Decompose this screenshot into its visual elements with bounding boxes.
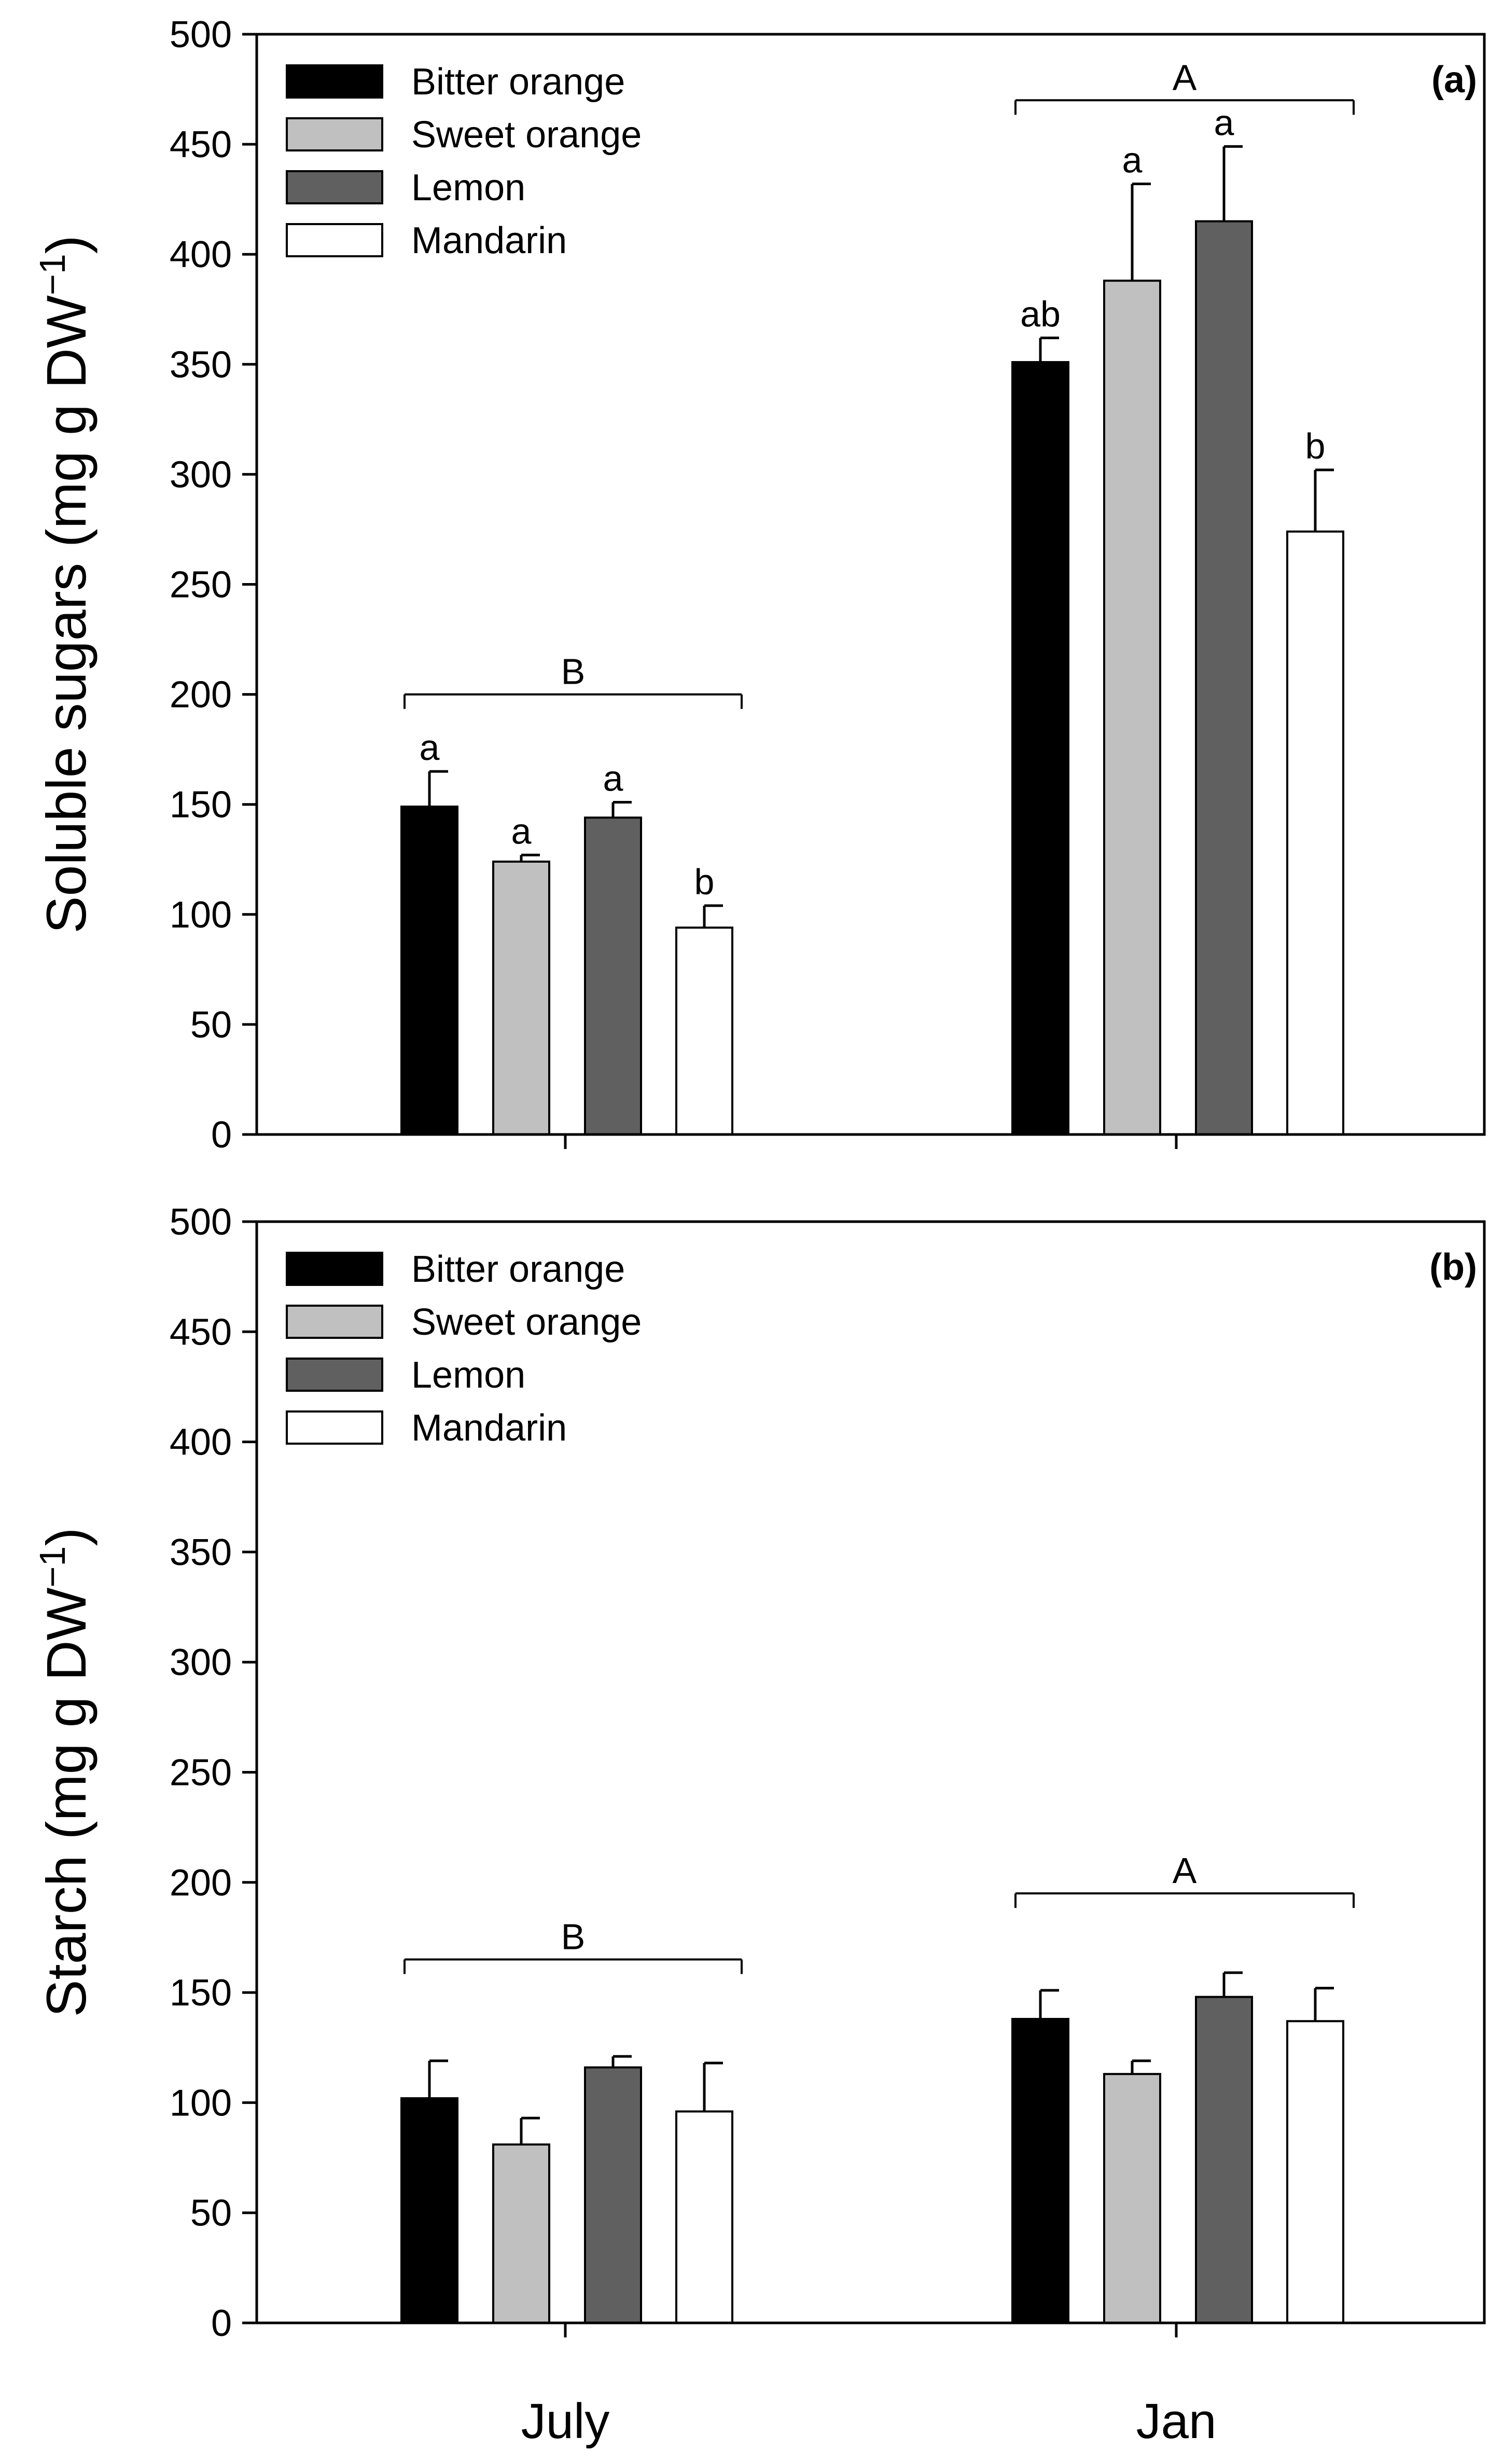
x-category-label: Jan (1136, 2393, 1217, 2449)
legend-label: Bitter orange (411, 1249, 625, 1290)
group-letter: B (561, 1916, 586, 1957)
y-tick-label: 0 (211, 1114, 232, 1156)
legend-swatch-sweet-orange (286, 1305, 383, 1339)
y-axis-title: Soluble sugars (mg g DW−1) (32, 235, 98, 933)
y-tick-label: 500 (170, 1201, 232, 1243)
legend-swatch-mandarin (286, 1410, 383, 1445)
y-tick-label: 150 (170, 784, 232, 826)
significance-letter: a (603, 758, 623, 798)
bar-bitter-orange-jan (1011, 2018, 1069, 2324)
significance-letter: a (420, 727, 440, 768)
legend-label: Mandarin (411, 1407, 567, 1449)
y-axis-title-superscript: −1 (32, 1546, 73, 1588)
panel-label: (b) (1429, 1247, 1477, 1288)
y-tick-label: 50 (190, 1004, 232, 1046)
bar-sweet-orange-jan (1103, 280, 1161, 1136)
legend-label: Sweet orange (411, 114, 642, 156)
legend-swatch-mandarin (286, 223, 383, 257)
legend-label: Mandarin (411, 220, 567, 261)
significance-letter: a (1122, 140, 1143, 180)
panel-a: aabaaaabbBA05010015020025030035040045050… (32, 14, 1486, 1156)
bar-sweet-orange-july (492, 2143, 550, 2324)
group-letter: A (1173, 57, 1197, 98)
bar-sweet-orange-july (492, 860, 550, 1136)
legend-label: Sweet orange (411, 1302, 642, 1343)
y-axis-title-close: ) (35, 1528, 98, 1546)
x-category-label: July (521, 2393, 610, 2449)
y-tick-label: 150 (170, 1972, 232, 2014)
y-tick-label: 350 (170, 1532, 232, 1573)
y-tick-label: 0 (211, 2303, 232, 2344)
y-tick-label: 50 (190, 2193, 232, 2234)
significance-letter: a (511, 811, 532, 851)
significance-letter: a (1214, 102, 1234, 143)
y-axis-title-superscript: −1 (32, 254, 73, 295)
bar-mandarin-jan (1286, 2020, 1344, 2324)
bar-lemon-jan (1195, 1996, 1253, 2324)
y-tick-label: 350 (170, 344, 232, 385)
y-tick-label: 500 (170, 14, 232, 56)
y-tick-label: 300 (170, 1642, 232, 1683)
significance-letter: ab (1020, 294, 1061, 334)
legend-swatch-lemon (286, 170, 383, 204)
y-tick-label: 300 (170, 454, 232, 495)
y-tick-label: 400 (170, 234, 232, 275)
y-tick-label: 200 (170, 1862, 232, 1904)
y-tick-label: 250 (170, 564, 232, 606)
y-tick-label: 100 (170, 894, 232, 936)
panel-label: (a) (1431, 59, 1477, 101)
panel-b: B A 0 50 100 150 200 250 300 350 400 450 500 Starch (… (32, 1201, 1486, 2449)
group-letter: B (561, 652, 586, 692)
y-tick-label: 250 (170, 1752, 232, 1794)
significance-letter: b (1305, 426, 1326, 466)
bar-mandarin-july (675, 926, 733, 1136)
bar-bitter-orange-july (400, 805, 458, 1136)
legend-swatch-bitter-orange (286, 64, 383, 99)
y-tick-label: 200 (170, 674, 232, 716)
legend-label: Lemon (411, 1354, 525, 1396)
y-axis-title-main: Starch (mg g DW (35, 1587, 98, 2017)
legend-label: Lemon (411, 167, 525, 209)
bar-lemon-july (584, 816, 642, 1136)
y-tick-label: 450 (170, 1311, 232, 1353)
legend-swatch-bitter-orange (286, 1252, 383, 1286)
y-axis-title-main: Soluble sugars (mg g DW (35, 295, 98, 934)
y-tick-label: 400 (170, 1422, 232, 1463)
significance-letter: b (694, 862, 715, 902)
bar-bitter-orange-jan (1011, 361, 1069, 1136)
legend-swatch-sweet-orange (286, 117, 383, 151)
bar-mandarin-july (675, 2110, 733, 2324)
y-axis-title: Starch (mg g DW−1) (32, 1528, 98, 2017)
group-letter: A (1173, 1850, 1197, 1891)
bar-lemon-july (584, 2066, 642, 2324)
legend-label: Bitter orange (411, 61, 625, 103)
y-axis-title-close: ) (35, 235, 98, 254)
bar-bitter-orange-july (400, 2097, 458, 2324)
y-tick-label: 100 (170, 2082, 232, 2124)
legend-swatch-lemon (286, 1358, 383, 1392)
bar-mandarin-jan (1286, 530, 1344, 1136)
bar-lemon-jan (1195, 220, 1253, 1136)
y-tick-label: 450 (170, 124, 232, 165)
bar-sweet-orange-jan (1103, 2073, 1161, 2324)
